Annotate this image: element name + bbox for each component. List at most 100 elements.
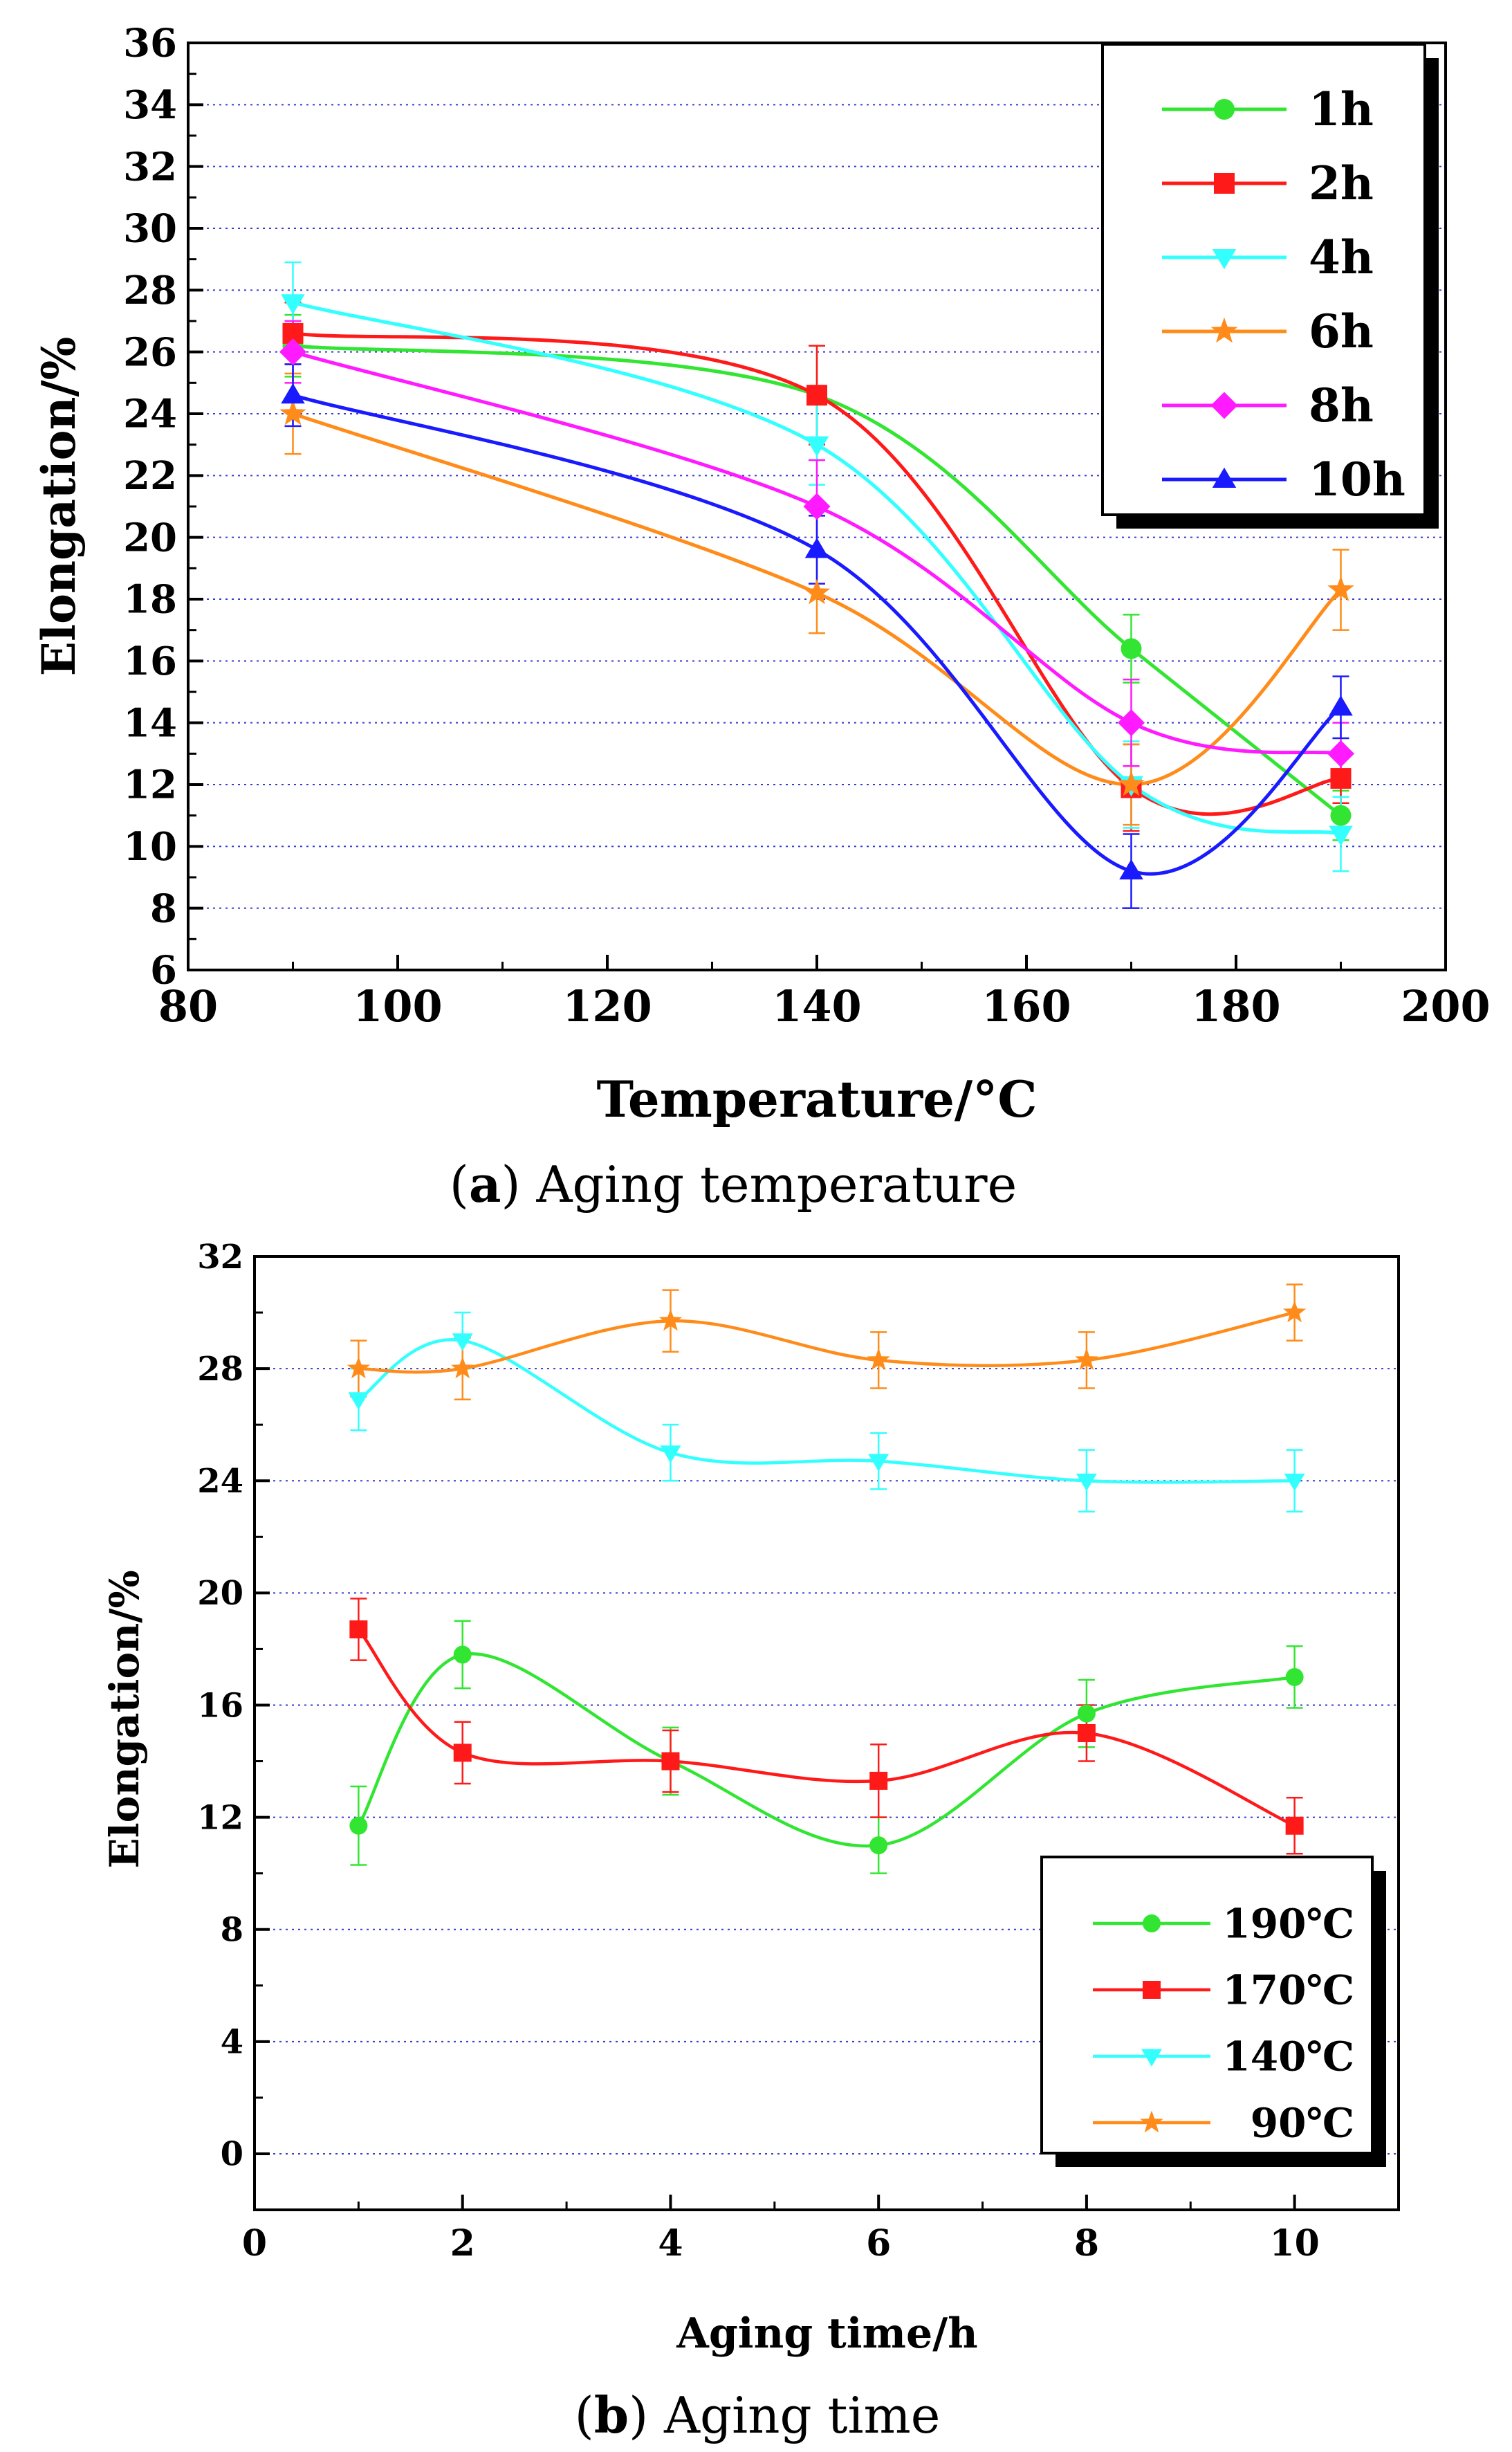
chart-a-legend-marker-star (1210, 317, 1238, 343)
chart-b-point-square (349, 1620, 368, 1639)
chart-b-markers (347, 1300, 1307, 1855)
chart-b-point-star (347, 1356, 371, 1379)
chart-a-y-tick-label: 28 (123, 268, 177, 313)
chart-b-point-star (451, 1356, 474, 1379)
chart-a-y-tick-label: 6 (150, 948, 177, 994)
chart-a-caption-letter: a (469, 1155, 501, 1214)
chart-b-legend-label: 170℃ (1222, 1966, 1354, 2013)
chart-a-series-line-1 (293, 331, 1341, 816)
chart-a-x-tick-label: 160 (981, 981, 1071, 1032)
chart-b-point-triangle-down (868, 1454, 889, 1472)
chart-b-y-tick-label: 24 (197, 1462, 243, 1501)
chart-b-x-tick-label: 4 (658, 2222, 683, 2265)
chart-a-y-tick-label: 32 (123, 144, 177, 190)
chart-a-legend-label: 2h (1309, 156, 1374, 210)
chart-a-point-diamond (1118, 709, 1145, 737)
chart-a-y-tick-label: 10 (123, 824, 177, 870)
chart-a-series-line-5 (292, 393, 1343, 876)
chart-a-point-triangle-up (804, 538, 829, 558)
chart-b-point-circle (1077, 1704, 1096, 1723)
chart-b-legend-label: 190℃ (1222, 1900, 1354, 1947)
chart-b-legend-label: 90℃ (1251, 2099, 1354, 2146)
chart-a-point-star (1118, 770, 1145, 796)
chart-b-y-tick-label: 0 (221, 2135, 243, 2174)
chart-a-y-tick-label: 12 (123, 762, 177, 808)
chart-b-x-tick-label: 8 (1074, 2222, 1099, 2265)
chart-a-point-triangle-down (1329, 825, 1353, 846)
chart-b-x-tick-label: 0 (242, 2222, 267, 2265)
chart-b-x-tick-label: 6 (866, 2222, 891, 2265)
chart-a-series-line-2 (292, 300, 1342, 836)
chart-b-point-circle (1285, 1667, 1304, 1686)
chart-a-point-circle (1121, 638, 1142, 659)
chart-b-x-tick-label: 10 (1269, 2222, 1319, 2265)
chart-b-point-square (869, 1771, 888, 1790)
chart-a-series-line-4 (292, 350, 1341, 756)
chart-a-x-tick-label: 100 (353, 981, 442, 1032)
chart-b-y-tick-label: 4 (221, 2023, 243, 2062)
chart-a: 6 8 10 12 14 16 18 20 22 24 26 28 30 32 34 36 80 100 120 14… (32, 21, 1491, 1214)
chart-a-legend-label: 10h (1309, 452, 1405, 506)
chart-b-point-circle (869, 1836, 888, 1855)
chart-b-legend: 190℃ 170℃ 140℃ 90℃ (1040, 1856, 1386, 2167)
chart-a-point-triangle-up (281, 383, 305, 404)
chart-a-caption-text: Aging temperature (536, 1155, 1017, 1214)
chart-b-legend-marker-star (1140, 2110, 1163, 2133)
chart-b-y-tick-label: 28 (197, 1350, 243, 1389)
chart-b-point-square (453, 1744, 472, 1762)
chart-a-legend-box (1101, 43, 1426, 516)
chart-a-legend-label: 4h (1309, 230, 1374, 284)
chart-a-point-triangle-up (1119, 859, 1143, 880)
chart-a-x-tick-label: 180 (1191, 981, 1280, 1032)
chart-a-y-axis-title: Elongation/% (32, 337, 86, 677)
chart-a-point-triangle-up (1329, 695, 1353, 716)
chart-a-y-tick-label: 26 (123, 329, 177, 375)
chart-b-x-axis-title: Aging time/h (676, 2309, 977, 2358)
chart-a-series-line-3 (292, 412, 1343, 787)
chart-b-x-tick-label: 2 (450, 2222, 475, 2265)
chart-a-legend-label: 1h (1309, 82, 1374, 136)
chart-b-point-star (1075, 1348, 1098, 1371)
chart-b-point-square (1077, 1724, 1096, 1742)
chart-a-y-tick-label: 20 (123, 515, 177, 560)
chart-b-legend-marker-square (1143, 1981, 1161, 1999)
chart-a-y-tick-label: 8 (150, 886, 177, 931)
chart-b-legend-box (1040, 1856, 1374, 2154)
chart-b-y-tick-label: 16 (197, 1686, 243, 1725)
chart-a-x-tick-label: 120 (562, 981, 652, 1032)
chart-a-y-tick-label: 16 (123, 639, 177, 684)
chart-a-point-star (1327, 576, 1354, 601)
chart-a-markers (279, 294, 1354, 880)
chart-a-point-square (806, 385, 827, 406)
chart-b-legend-label: 140℃ (1222, 2033, 1354, 2080)
chart-a-x-tick-label: 140 (772, 981, 861, 1032)
chart-a-point-star (803, 578, 831, 605)
chart-a-point-diamond (803, 493, 831, 520)
chart-a-x-axis-title: Temperature/°C (597, 1070, 1038, 1128)
chart-b-y-tick-label: 32 (197, 1238, 243, 1277)
chart-b-point-star (1282, 1300, 1307, 1323)
chart-a-legend-marker-diamond (1210, 392, 1238, 419)
chart-b-caption-letter: b (594, 2386, 629, 2444)
chart-a-y-tick-label: 24 (123, 392, 177, 437)
chart-a-y-tick-label: 14 (123, 700, 177, 746)
chart-a-y-tick-label: 34 (123, 82, 177, 128)
chart-a-legend: 1h 2h 4h 6h 8h 10h (1101, 43, 1439, 529)
chart-b-point-circle (453, 1645, 472, 1664)
chart-a-x-tick-label: 80 (158, 981, 218, 1032)
chart-a-y-tick-label: 22 (123, 453, 177, 499)
chart-b-y-tick-label: 12 (197, 1798, 243, 1837)
chart-b-series-line-0 (357, 1652, 1296, 1848)
chart-a-x-tick-label: 200 (1401, 981, 1490, 1032)
chart-b-point-star (658, 1308, 683, 1331)
chart-b-caption: (b) Aging time (575, 2386, 941, 2444)
chart-b-y-tick-label: 20 (197, 1574, 243, 1613)
chart-a-caption: (a) Aging temperature (450, 1155, 1017, 1214)
chart-a-legend-marker-square (1214, 173, 1235, 194)
chart-a-point-star (279, 399, 306, 426)
chart-a-y-tick-label: 36 (123, 21, 177, 66)
chart-a-point-diamond (279, 338, 306, 366)
chart-b-point-triangle-down (660, 1445, 681, 1463)
chart-a-axes: 6 8 10 12 14 16 18 20 22 24 26 28 30 32 34 36 80 100 120 14… (123, 21, 1491, 1032)
